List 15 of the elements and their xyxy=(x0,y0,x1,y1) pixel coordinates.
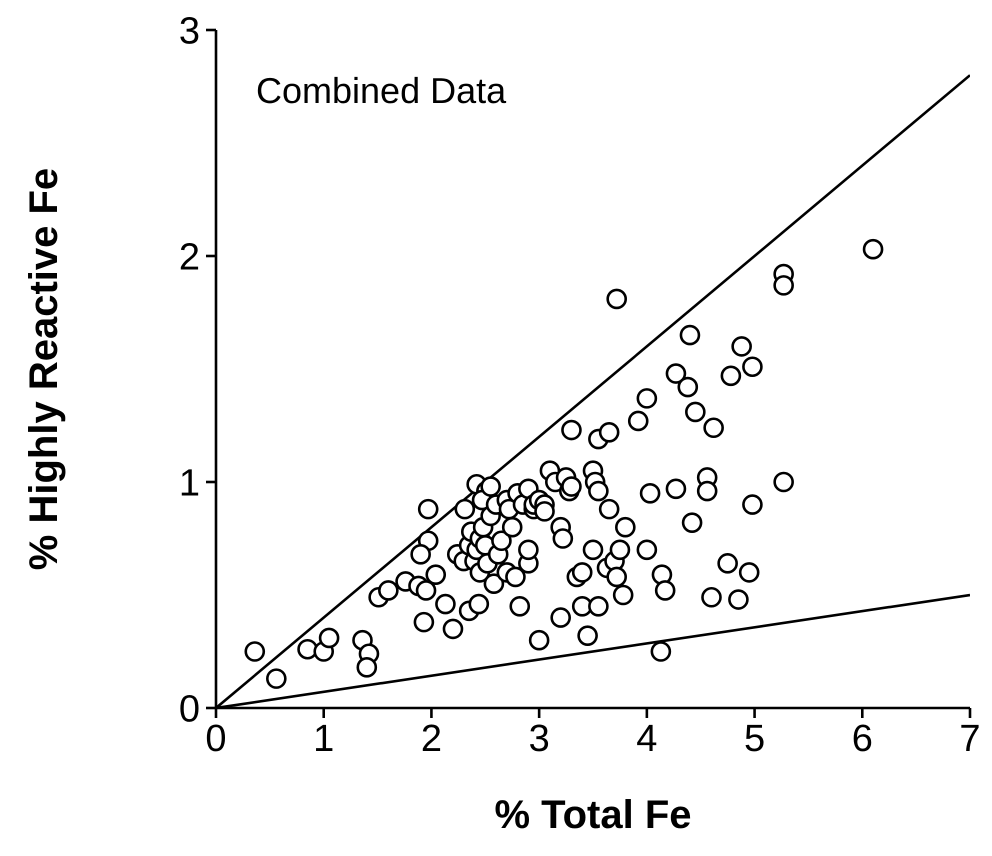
x-axis-title: % Total Fe xyxy=(494,793,692,837)
x-tick-label: 4 xyxy=(636,718,658,760)
x-tick-label: 5 xyxy=(744,718,766,760)
y-tick-label: 0 xyxy=(178,688,200,730)
y-tick-label: 1 xyxy=(178,462,200,504)
y-axis-title: % Highly Reactive Fe xyxy=(22,168,66,570)
annotation: Combined Data xyxy=(256,70,506,112)
y-tick-label: 3 xyxy=(178,10,200,52)
x-tick-label: 3 xyxy=(528,718,550,760)
x-tick-label: 1 xyxy=(313,718,334,760)
x-tick-label: 7 xyxy=(959,718,981,760)
x-tick-label: 0 xyxy=(205,718,227,760)
x-tick-label: 2 xyxy=(420,718,442,760)
y-tick-label: 2 xyxy=(178,236,200,278)
x-tick-label: 6 xyxy=(852,718,873,760)
